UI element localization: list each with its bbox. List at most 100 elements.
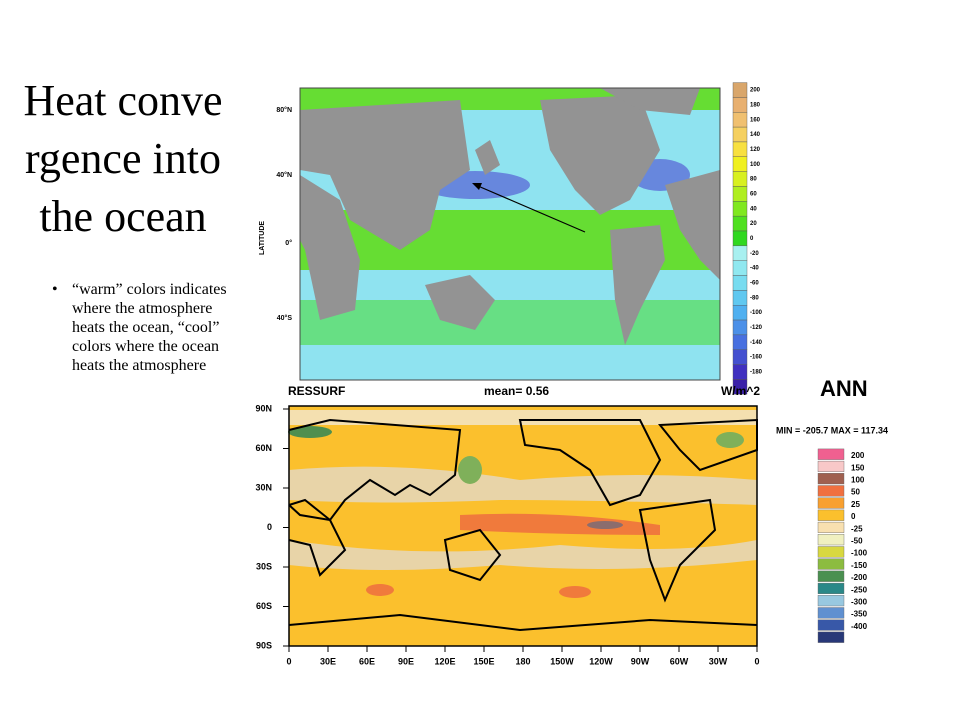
lat-label: 30S [256, 561, 272, 571]
lon-label: 30W [709, 656, 728, 666]
colorbar-swatch [732, 379, 748, 395]
land [540, 95, 660, 215]
coast [288, 504, 347, 577]
lon-label: 60E [359, 656, 375, 666]
coast [518, 419, 662, 507]
colorbar-swatch [732, 126, 748, 143]
colorbar-swatch [732, 141, 748, 157]
legend-label: 100 [851, 476, 865, 485]
lat-label: 90N [255, 403, 272, 413]
lon-label: 60W [670, 656, 689, 666]
warm-region [559, 586, 591, 598]
legend-swatch [817, 607, 845, 619]
colorbar-swatch [732, 97, 748, 113]
lat-label: 30N [255, 482, 272, 492]
minmax: MIN = -205.7 MAX = 117.34 [776, 425, 888, 435]
land [600, 88, 700, 115]
colorbar-swatch [732, 349, 748, 365]
legend-label: -200 [851, 573, 868, 582]
colorbar-swatch [732, 112, 748, 128]
bottom-legend: 200 150 100 50 25 0 -25 -50 -100 -150 -200 -250 -300… [817, 448, 868, 643]
bullet-marker: • [52, 281, 58, 298]
colorbar-label: 140 [750, 132, 761, 138]
colorbar-label: -20 [750, 251, 759, 257]
colorbar-label: 100 [750, 162, 761, 168]
lon-label: 90W [631, 656, 650, 666]
colorbar-label: 120 [750, 147, 761, 153]
bullet-text: “warm” colors indicates where the atmosp… [72, 281, 227, 374]
colorbar-swatch [732, 156, 748, 172]
coast [288, 613, 758, 632]
legend-swatch [817, 473, 845, 485]
colorbar-swatch [732, 305, 748, 321]
colorbar-swatch [732, 334, 748, 350]
lon-label: 150W [550, 656, 574, 666]
colorbar-swatch [732, 364, 748, 380]
legend-label: -350 [851, 610, 868, 619]
mean: mean= 0.56 [484, 384, 549, 398]
colorbar-label: 0 [750, 236, 754, 242]
colorbar-label: -60 [750, 281, 759, 287]
legend-swatch [817, 631, 845, 643]
legend-label: -250 [851, 585, 868, 594]
lon-label: 0 [754, 656, 759, 666]
bullet: • “warm” colors indicates where the atmo… [52, 280, 232, 375]
colorbar-swatch [732, 245, 748, 261]
warm-core [587, 521, 623, 529]
colorbar-label: -160 [750, 355, 763, 361]
slide-title: Heat convergence into the ocean [23, 76, 223, 241]
lat-label: 60S [256, 601, 272, 611]
legend-swatch [817, 534, 845, 546]
coastlines [288, 418, 758, 632]
legend-swatch [817, 521, 845, 533]
cool-region [289, 540, 757, 570]
cool-core [458, 456, 482, 484]
cool-core [288, 426, 332, 438]
colorbar-label: -180 [750, 370, 763, 376]
top-lat-labels: 80°N 40°N 0° 40°S [276, 106, 292, 322]
cool-core [716, 432, 744, 448]
land [610, 225, 665, 345]
colorbar-swatch [732, 82, 748, 98]
top-map: LATITUDE [259, 87, 721, 381]
lat-label: 90S [256, 640, 272, 650]
colorbar-label: 200 [750, 88, 761, 94]
colorbar-label: -100 [750, 310, 763, 316]
legend-swatch [817, 497, 845, 509]
lat-label: 40°N [276, 171, 292, 179]
legend-swatch [817, 448, 845, 460]
colorbar-swatch [732, 201, 748, 217]
legend-label: -100 [851, 549, 868, 558]
lon-label: 180 [515, 656, 530, 666]
variable: RESSURF [288, 384, 345, 398]
coast [658, 418, 758, 472]
colorbar-swatch [732, 260, 748, 276]
colorbar-label: 80 [750, 177, 757, 183]
lat-label: 0 [267, 522, 272, 532]
colorbar-label: -140 [750, 340, 763, 346]
colorbar-label: -40 [750, 266, 759, 272]
legend-swatch [817, 460, 845, 473]
colorbar-swatch [732, 186, 748, 202]
legend-label: -400 [851, 622, 868, 631]
legend-label: 0 [851, 512, 856, 521]
legend-swatch [817, 509, 845, 521]
legend-label: -50 [851, 537, 863, 546]
season: ANN [820, 376, 868, 401]
legend-label: 25 [851, 500, 860, 509]
lat-label: 40°S [277, 314, 293, 322]
lon-label: 30E [320, 656, 336, 666]
colorbar-label: 20 [750, 221, 757, 227]
lon-label: 150E [473, 656, 494, 666]
colorbar-label: 160 [750, 117, 761, 123]
colorbar-swatch [732, 319, 748, 336]
top-colorbar: 200180160140120100806040200-20-40-60-80-… [732, 82, 763, 395]
land [300, 100, 470, 250]
warm-region [460, 513, 660, 535]
legend-label: 50 [851, 488, 860, 497]
units: W/m^2 [721, 384, 760, 398]
bottom-lon-labels: 0 30E 60E 90E 120E 150E 180 150W 120W 90W 60W 30W 0 [286, 646, 760, 666]
lat-label: 60N [255, 443, 272, 453]
